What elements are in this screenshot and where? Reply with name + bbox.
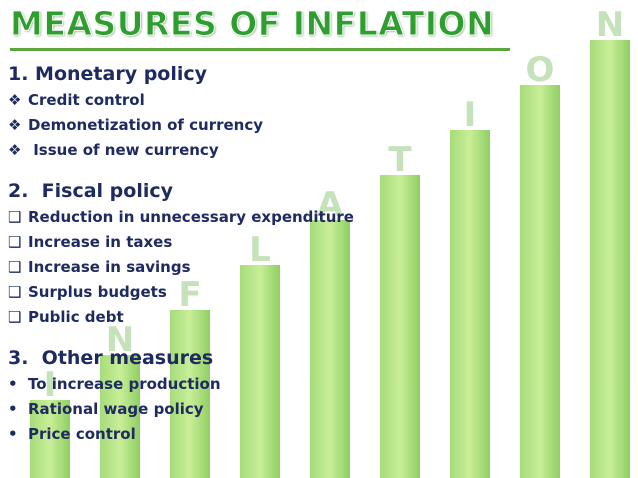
list-item: ❖ Issue of new currency: [8, 138, 354, 163]
content: 1. Monetary policy ❖ Credit control ❖ Demone…: [8, 60, 354, 461]
bullet: •: [8, 375, 18, 393]
title-underline: [10, 48, 510, 51]
background-bar: [240, 265, 280, 478]
item-text: Demonetization of currency: [28, 116, 264, 134]
bullet: •: [8, 425, 18, 443]
list-item: • Price control: [8, 422, 354, 447]
background-letter: L: [249, 230, 271, 270]
list-item: ❑ Reduction in unnecessary expenditure: [8, 205, 354, 230]
bullet: ❑: [8, 283, 22, 301]
list-item: ❑ Increase in savings: [8, 255, 354, 280]
item-text: Issue of new currency: [28, 141, 219, 159]
background-bar: [590, 40, 630, 478]
background-letter: N: [106, 320, 134, 360]
bullet: ❖: [8, 141, 22, 159]
section-heading: 1. Monetary policy: [8, 63, 208, 85]
title: MEASURES OF INFLATION: [9, 4, 495, 44]
bullet: ❑: [8, 233, 22, 251]
item-text: Increase in savings: [28, 258, 191, 276]
item-text: Credit control: [28, 91, 145, 109]
bullet: ❑: [8, 308, 22, 326]
item-text: Public debt: [28, 308, 124, 326]
background-bar: [100, 355, 140, 478]
bullet: ❖: [8, 116, 22, 134]
section: 2. Fiscal policy ❑ Reduction in unnecessar…: [8, 177, 354, 330]
background-letter: I: [44, 365, 57, 405]
item-text: Increase in taxes: [28, 233, 173, 251]
item-text: Rational wage policy: [28, 400, 204, 418]
background-letter: T: [388, 140, 412, 180]
list-item: ❑ Increase in taxes: [8, 230, 354, 255]
list-item: ❖ Demonetization of currency: [8, 113, 354, 138]
background-bar: [30, 400, 70, 478]
background-letter: F: [178, 275, 201, 315]
list-item: ❖ Credit control: [8, 88, 354, 113]
background-bar: [450, 130, 490, 478]
list-item: • To increase production: [8, 372, 354, 397]
background-bar: [380, 175, 420, 478]
bullet: ❑: [8, 258, 22, 276]
section: 3. Other measures • To increase production…: [8, 344, 354, 447]
bullet: •: [8, 400, 18, 418]
item-text: To increase production: [28, 375, 221, 393]
bullet: ❑: [8, 208, 22, 226]
background-letter: I: [464, 95, 477, 135]
list-item: • Rational wage policy: [8, 397, 354, 422]
item-text: Price control: [28, 425, 136, 443]
bullet: ❖: [8, 91, 22, 109]
background-letter: O: [526, 50, 555, 90]
background-bar: [310, 220, 350, 478]
item-text: Surplus budgets: [28, 283, 167, 301]
item-text: Reduction in unnecessary expenditure: [28, 208, 354, 226]
section-heading: 3. Other measures: [8, 347, 214, 369]
background-bar: [170, 310, 210, 478]
background-letter: A: [317, 185, 344, 225]
section-heading: 2. Fiscal policy: [8, 180, 174, 202]
list-item: ❑ Surplus budgets: [8, 280, 354, 305]
section: 1. Monetary policy ❖ Credit control ❖ Demone…: [8, 60, 354, 163]
background-bar: [520, 85, 560, 478]
background-letter: N: [596, 5, 624, 45]
list-item: ❑ Public debt: [8, 305, 354, 330]
